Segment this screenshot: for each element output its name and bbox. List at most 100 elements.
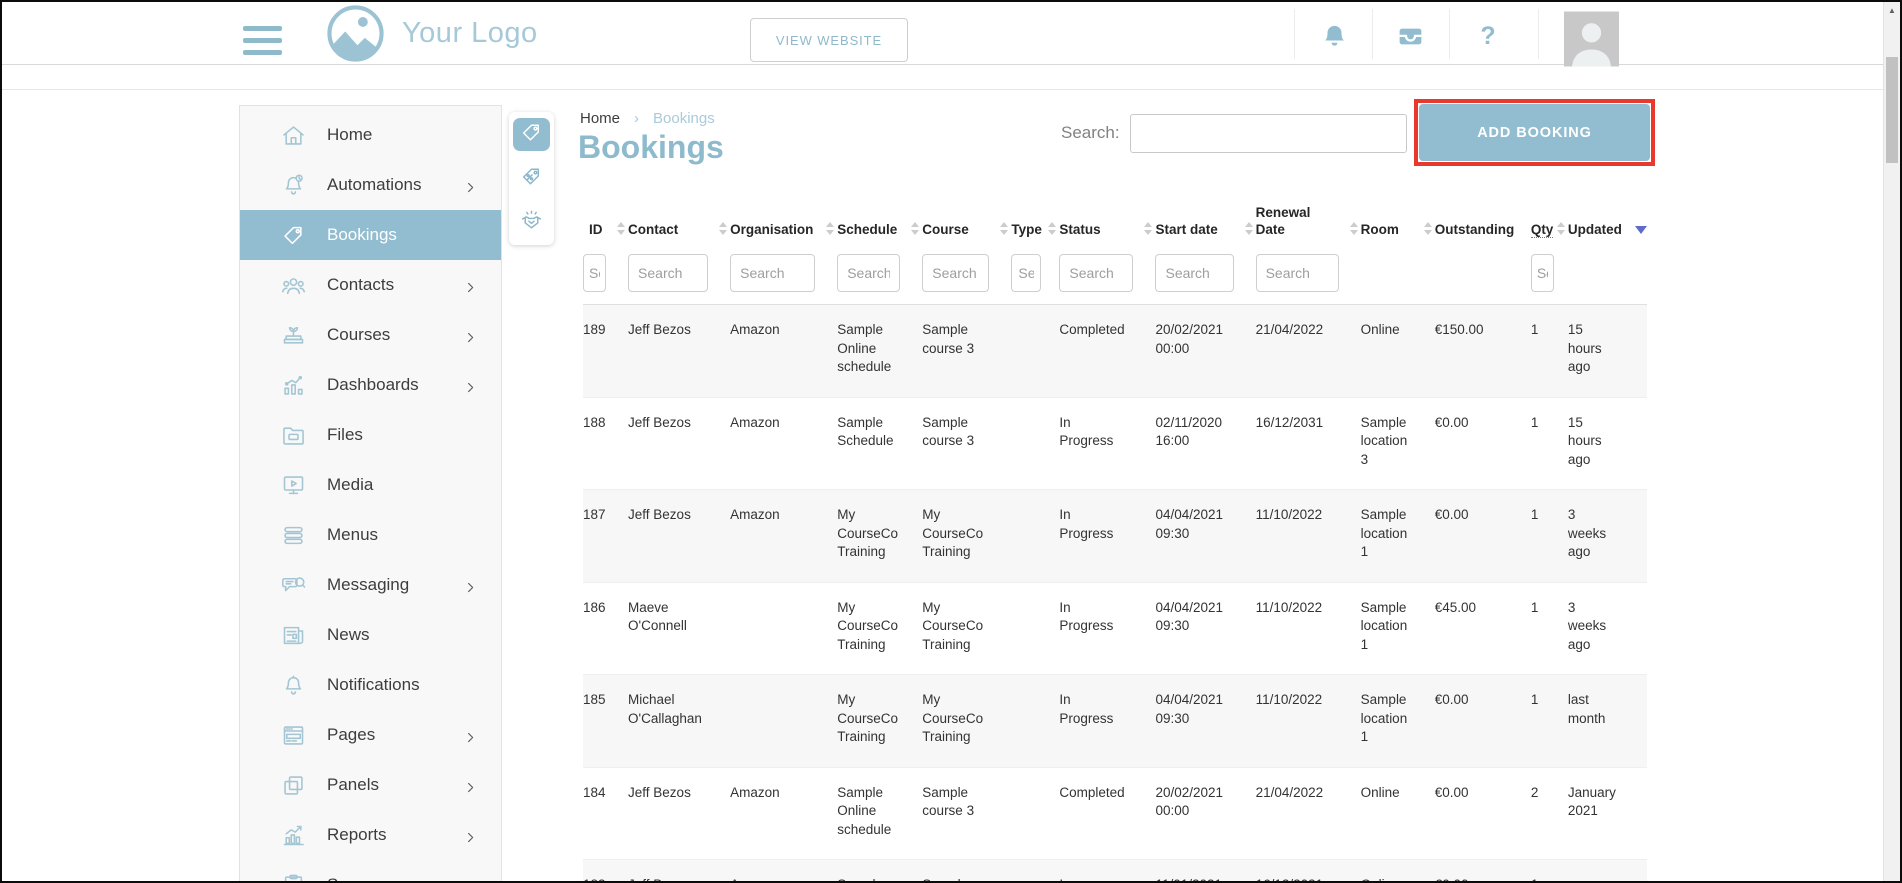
menu-toggle-button[interactable] — [243, 26, 282, 55]
column-header-type[interactable]: Type — [1011, 198, 1059, 248]
sort-arrows-icon — [911, 222, 920, 235]
column-header-renewal-date[interactable]: Renewal Date — [1256, 198, 1361, 248]
sidebar-item-label: Media — [327, 475, 374, 494]
column-search-renewal-date[interactable] — [1255, 254, 1339, 292]
notifications-bell-icon[interactable] — [1312, 21, 1356, 51]
column-header-status[interactable]: Status — [1059, 198, 1155, 248]
subnav-item-bookings[interactable] — [513, 118, 550, 151]
table-row[interactable]: 185 Michael O'Callaghan My CourseCo Traini… — [583, 674, 1647, 767]
sidebar-item-courses[interactable]: Courses — [240, 310, 501, 360]
column-search-id[interactable] — [583, 254, 606, 292]
courses-icon — [280, 322, 307, 349]
column-header-id[interactable]: ID — [583, 198, 628, 248]
table-row[interactable]: 184 Jeff Bezos Amazon Sample Online schedul… — [583, 767, 1647, 860]
cell-contact: Jeff Bezos — [628, 507, 691, 522]
column-header-course[interactable]: Course — [922, 198, 1011, 248]
sidebar-item-panels[interactable]: Panels — [240, 760, 501, 810]
column-header-contact[interactable]: Contact — [628, 198, 730, 248]
sidebar-item-news[interactable]: News — [240, 610, 501, 660]
column-label: Updated — [1567, 222, 1622, 237]
header-divider — [1449, 9, 1450, 59]
add-booking-button[interactable]: ADD BOOKING — [1419, 104, 1650, 161]
cell-outstanding: €0.00 — [1434, 507, 1469, 522]
table-row[interactable]: 186 Maeve O'Connell My CourseCo Training My… — [583, 582, 1647, 675]
sidebar-item-surveys[interactable]: Surveys — [240, 860, 501, 881]
column-search-schedule[interactable] — [837, 254, 901, 292]
column-search-qty[interactable] — [1530, 254, 1554, 292]
column-header-updated[interactable]: Updated — [1568, 198, 1647, 248]
scrollbar-thumb[interactable] — [1886, 57, 1898, 163]
column-header-start-date[interactable]: Start date — [1155, 198, 1255, 248]
logo[interactable]: Your Logo — [326, 4, 538, 63]
column-header-organisation[interactable]: Organisation — [730, 198, 837, 248]
menus-icon — [280, 522, 307, 549]
sort-arrows-icon — [1144, 222, 1153, 235]
global-search-input[interactable] — [1130, 114, 1407, 153]
view-website-button[interactable]: VIEW WEBSITE — [750, 18, 908, 62]
search-cell-start-date — [1155, 248, 1256, 305]
sidebar-item-automations[interactable]: Automations — [240, 160, 501, 210]
subnav-item-promo-codes[interactable] — [513, 162, 550, 195]
inbox-icon[interactable] — [1388, 21, 1432, 51]
sidebar-item-menus[interactable]: Menus — [240, 510, 501, 560]
table-row[interactable]: 189 Jeff Bezos Amazon Sample Online schedul… — [583, 304, 1647, 397]
search-cell-organisation — [730, 248, 838, 305]
column-search-course[interactable] — [922, 254, 990, 292]
cell-renewal-date: 16/12/2031 — [1255, 414, 1324, 430]
table-row[interactable]: 188 Jeff Bezos Amazon Sample Schedule Sample… — [583, 397, 1647, 490]
cell-contact: Jeff Bezos — [628, 322, 691, 337]
column-search-start-date[interactable] — [1155, 254, 1234, 292]
help-icon[interactable]: ? — [1480, 21, 1496, 50]
sidebar-item-pages[interactable]: Pages — [240, 710, 501, 760]
cell-room: Sample location 1 — [1360, 692, 1408, 744]
sidebar-item-label: Courses — [327, 325, 391, 344]
cell-outstanding: €0.00 — [1435, 860, 1531, 881]
column-search-organisation[interactable] — [730, 254, 816, 292]
column-search-type[interactable] — [1011, 254, 1042, 292]
page-scrollbar[interactable]: ▲ — [1883, 2, 1900, 881]
sidebar-item-messaging[interactable]: Messaging — [240, 560, 501, 610]
column-search-contact[interactable] — [628, 254, 709, 292]
sidebar-item-dashboards[interactable]: Dashboards — [240, 360, 501, 410]
search-cell-status — [1059, 248, 1156, 305]
column-label: Schedule — [837, 222, 898, 237]
user-avatar[interactable] — [1564, 11, 1619, 67]
sidebar-item-home[interactable]: Home — [240, 110, 501, 160]
sidebar-item-bookings[interactable]: Bookings — [240, 210, 501, 260]
cell-outstanding: €0.00 — [1434, 784, 1469, 800]
cell-qty: 1 — [1530, 507, 1539, 522]
breadcrumb-home-link[interactable]: Home — [580, 110, 621, 127]
sidebar-item-label: Contacts — [327, 275, 395, 294]
cell-start-date: 20/02/2021 00:00 — [1155, 322, 1224, 356]
sidebar-item-reports[interactable]: Reports — [240, 810, 501, 860]
scroll-up-button[interactable]: ▲ — [1888, 6, 1896, 15]
table-row[interactable]: 187 Jeff Bezos Amazon My CourseCo Training M… — [583, 489, 1647, 582]
top-header: Your Logo VIEW WEBSITE ? — [2, 2, 1900, 67]
sidebar-item-notifications[interactable]: Notifications — [240, 660, 501, 710]
cell-start-date: 20/02/2021 00:00 — [1155, 784, 1224, 819]
column-label: Room — [1360, 222, 1399, 237]
subnav-item-deals[interactable] — [513, 206, 550, 239]
column-label: Type — [1011, 222, 1042, 237]
cell-organisation: Amazon — [730, 414, 780, 430]
sort-arrows-icon — [1556, 222, 1565, 235]
sidebar-item-label: Files — [327, 425, 363, 444]
sort-arrows-icon — [1244, 222, 1253, 235]
search-cell-room — [1360, 248, 1435, 305]
logo-text: Your Logo — [402, 17, 538, 49]
sidebar-item-media[interactable]: Media — [240, 460, 501, 510]
search-cell-schedule — [837, 248, 923, 305]
column-header-schedule[interactable]: Schedule — [837, 198, 922, 248]
messaging-icon — [280, 572, 307, 599]
cell-updated: 3 weeks ago — [1567, 599, 1607, 652]
column-header-room[interactable]: Room — [1361, 198, 1435, 248]
cell-course: My CourseCo Training — [922, 599, 984, 652]
column-search-status[interactable] — [1059, 254, 1134, 292]
cell-room: Online — [1360, 784, 1400, 800]
chevron-right-icon — [464, 829, 477, 842]
breadcrumb-separator-icon: › — [634, 110, 640, 127]
sidebar-item-files[interactable]: Files — [240, 410, 501, 460]
column-header-qty[interactable]: Qty — [1530, 198, 1568, 248]
sidebar-item-contacts[interactable]: Contacts — [240, 260, 501, 310]
